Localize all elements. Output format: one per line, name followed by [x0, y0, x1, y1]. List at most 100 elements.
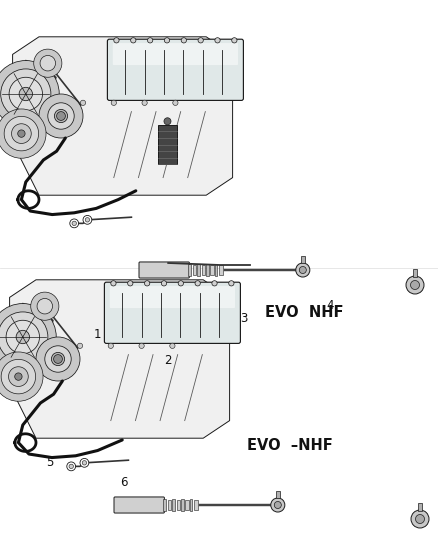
Circle shape: [67, 462, 76, 471]
Circle shape: [229, 281, 234, 286]
Circle shape: [195, 281, 200, 286]
Bar: [197, 264, 200, 276]
Circle shape: [274, 502, 281, 508]
Polygon shape: [10, 280, 230, 438]
Bar: [185, 500, 189, 510]
Circle shape: [0, 61, 59, 127]
Bar: [201, 265, 205, 275]
Circle shape: [212, 281, 217, 286]
Bar: [219, 265, 223, 275]
Circle shape: [181, 38, 187, 43]
FancyBboxPatch shape: [113, 43, 238, 65]
Circle shape: [416, 514, 424, 523]
Circle shape: [410, 280, 420, 289]
Circle shape: [0, 109, 46, 158]
Bar: [188, 264, 191, 276]
Circle shape: [83, 215, 92, 224]
Circle shape: [232, 38, 237, 43]
Circle shape: [31, 292, 59, 320]
Circle shape: [80, 458, 89, 467]
FancyBboxPatch shape: [114, 497, 164, 513]
Circle shape: [111, 100, 117, 106]
Bar: [276, 491, 279, 498]
Circle shape: [34, 49, 62, 77]
Text: 5: 5: [46, 456, 53, 470]
Bar: [190, 499, 192, 511]
Circle shape: [178, 281, 184, 286]
Circle shape: [164, 118, 171, 125]
Text: EVO  NHF: EVO NHF: [265, 305, 343, 320]
Circle shape: [45, 346, 71, 372]
Circle shape: [53, 354, 62, 364]
FancyBboxPatch shape: [107, 39, 244, 100]
Text: 1: 1: [94, 328, 102, 342]
Circle shape: [215, 38, 220, 43]
Circle shape: [299, 266, 306, 273]
Bar: [301, 256, 304, 263]
Circle shape: [0, 312, 48, 362]
Circle shape: [72, 221, 76, 225]
Circle shape: [36, 337, 80, 381]
Circle shape: [0, 352, 43, 401]
Circle shape: [145, 281, 150, 286]
Text: 6: 6: [120, 476, 128, 489]
Circle shape: [19, 87, 32, 101]
Circle shape: [11, 124, 31, 143]
Circle shape: [85, 217, 90, 222]
Circle shape: [1, 69, 51, 119]
Circle shape: [139, 343, 144, 349]
Circle shape: [9, 367, 28, 386]
Bar: [215, 264, 217, 276]
FancyBboxPatch shape: [139, 262, 189, 278]
Circle shape: [164, 38, 170, 43]
Circle shape: [9, 77, 42, 111]
Circle shape: [78, 343, 83, 349]
Circle shape: [1, 359, 35, 394]
Circle shape: [70, 219, 78, 228]
Text: 4: 4: [326, 299, 334, 312]
Bar: [172, 499, 175, 511]
Bar: [193, 265, 196, 275]
Circle shape: [108, 343, 113, 349]
Circle shape: [170, 343, 175, 349]
Bar: [206, 264, 208, 276]
Polygon shape: [13, 37, 233, 195]
Circle shape: [0, 304, 56, 370]
Circle shape: [40, 55, 56, 71]
Bar: [413, 269, 417, 277]
Circle shape: [54, 109, 67, 123]
Circle shape: [69, 464, 74, 469]
Circle shape: [51, 352, 64, 366]
Text: 2: 2: [164, 353, 172, 367]
Circle shape: [6, 320, 39, 354]
FancyBboxPatch shape: [110, 286, 235, 308]
Circle shape: [16, 330, 29, 344]
Circle shape: [173, 100, 178, 106]
Text: EVO  –NHF: EVO –NHF: [247, 438, 333, 454]
Circle shape: [148, 38, 153, 43]
Circle shape: [57, 111, 65, 120]
Circle shape: [406, 276, 424, 294]
Circle shape: [131, 38, 136, 43]
Circle shape: [15, 373, 22, 381]
Bar: [168, 500, 171, 510]
Circle shape: [411, 510, 429, 528]
Circle shape: [296, 263, 310, 277]
Circle shape: [4, 116, 39, 151]
Circle shape: [80, 100, 86, 106]
Circle shape: [127, 281, 133, 286]
Circle shape: [37, 298, 53, 314]
Bar: [418, 503, 422, 511]
Bar: [163, 499, 166, 511]
Circle shape: [18, 130, 25, 138]
Circle shape: [198, 38, 203, 43]
Circle shape: [271, 498, 285, 512]
Circle shape: [82, 461, 87, 465]
Circle shape: [114, 38, 119, 43]
Circle shape: [48, 103, 74, 129]
Bar: [210, 265, 214, 275]
Bar: [158, 125, 177, 164]
FancyBboxPatch shape: [104, 282, 240, 343]
Bar: [194, 500, 198, 510]
Circle shape: [142, 100, 147, 106]
